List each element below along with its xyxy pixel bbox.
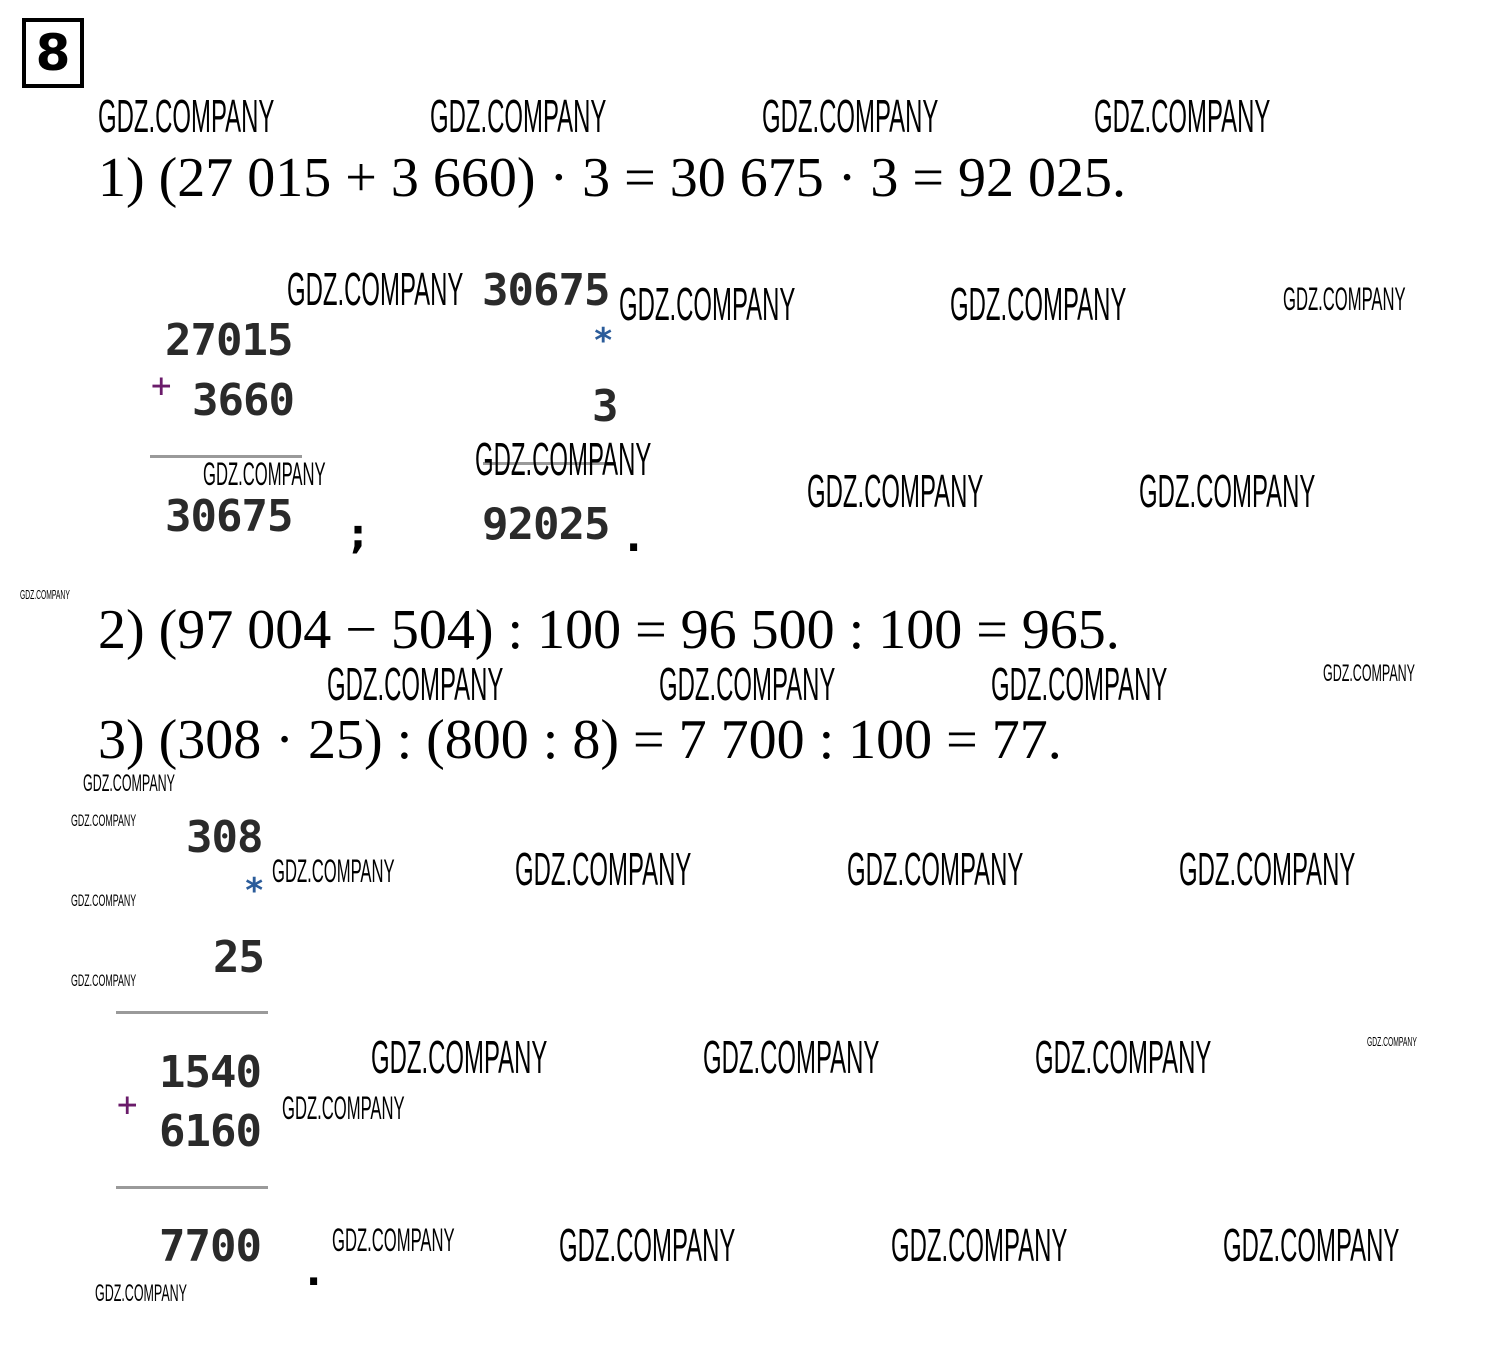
equation-3: 3) (308 · 25) : (800 : 8) = 7 700 : 100 … [98,709,1062,771]
task-number: 8 [22,18,84,88]
watermark: GDZ.COMPANY [1223,1219,1400,1271]
addend-b: 3660 [192,375,295,426]
factor-25: 25 [213,932,265,983]
product-result: 92025 [482,499,610,550]
equation-2: 2) (97 004 − 504) : 100 = 96 500 : 100 =… [98,599,1120,661]
partial-1: 1540 [159,1047,262,1098]
multiply-sign: * [593,321,614,361]
factor-b: 3 [592,381,618,432]
watermark: GDZ.COMPANY [1367,1034,1417,1049]
watermark: GDZ.COMPANY [332,1222,455,1258]
watermark: GDZ.COMPANY [71,891,137,910]
sum-result: 30675 [165,491,293,542]
plus-sign-3: + [117,1085,138,1125]
sum-line-3 [116,1186,268,1189]
watermark: GDZ.COMPANY [1094,90,1271,142]
factor-a: 30675 [482,265,610,316]
period: . [626,515,642,561]
watermark: GDZ.COMPANY [1323,660,1415,687]
plus-sign: + [151,366,172,406]
watermark: GDZ.COMPANY [891,1219,1068,1271]
watermark: GDZ.COMPANY [95,1280,187,1307]
factor-308: 308 [186,812,263,863]
watermark: GDZ.COMPANY [1139,465,1316,517]
watermark: GDZ.COMPANY [807,465,984,517]
multiply-sign-3: * [244,871,265,911]
watermark: GDZ.COMPANY [83,770,175,797]
watermark: GDZ.COMPANY [430,90,607,142]
watermark: GDZ.COMPANY [71,971,137,990]
watermark: GDZ.COMPANY [327,658,504,710]
watermark: GDZ.COMPANY [991,658,1168,710]
partial-2: 6160 [159,1106,262,1157]
watermark: GDZ.COMPANY [1035,1031,1212,1083]
product-line-3 [116,1011,268,1014]
watermark: GDZ.COMPANY [659,658,836,710]
watermark: GDZ.COMPANY [71,811,137,830]
watermark: GDZ.COMPANY [762,90,939,142]
period-3: . [306,1249,322,1295]
watermark: GDZ.COMPANY [20,587,70,602]
watermark: GDZ.COMPANY [98,90,275,142]
watermark: GDZ.COMPANY [371,1031,548,1083]
equation-1: 1) (27 015 + 3 660) · 3 = 30 675 · 3 = 9… [98,147,1126,209]
result-7700: 7700 [159,1221,262,1272]
semicolon: ; [350,512,366,558]
watermark: GDZ.COMPANY [703,1031,880,1083]
watermark: GDZ.COMPANY [619,278,796,330]
watermark: GDZ.COMPANY [847,843,1024,895]
watermark: GDZ.COMPANY [272,853,395,889]
watermark: GDZ.COMPANY [559,1219,736,1271]
watermark: GDZ.COMPANY [282,1090,405,1126]
watermark: GDZ.COMPANY [1283,281,1406,317]
watermark: GDZ.COMPANY [1179,843,1356,895]
watermark: GDZ.COMPANY [475,433,652,485]
product-line [483,462,616,465]
watermark: GDZ.COMPANY [950,278,1127,330]
watermark: GDZ.COMPANY [203,456,326,492]
watermark: GDZ.COMPANY [515,843,692,895]
addend-a: 27015 [165,315,293,366]
sum-line [150,455,302,458]
watermark: GDZ.COMPANY [287,263,464,315]
